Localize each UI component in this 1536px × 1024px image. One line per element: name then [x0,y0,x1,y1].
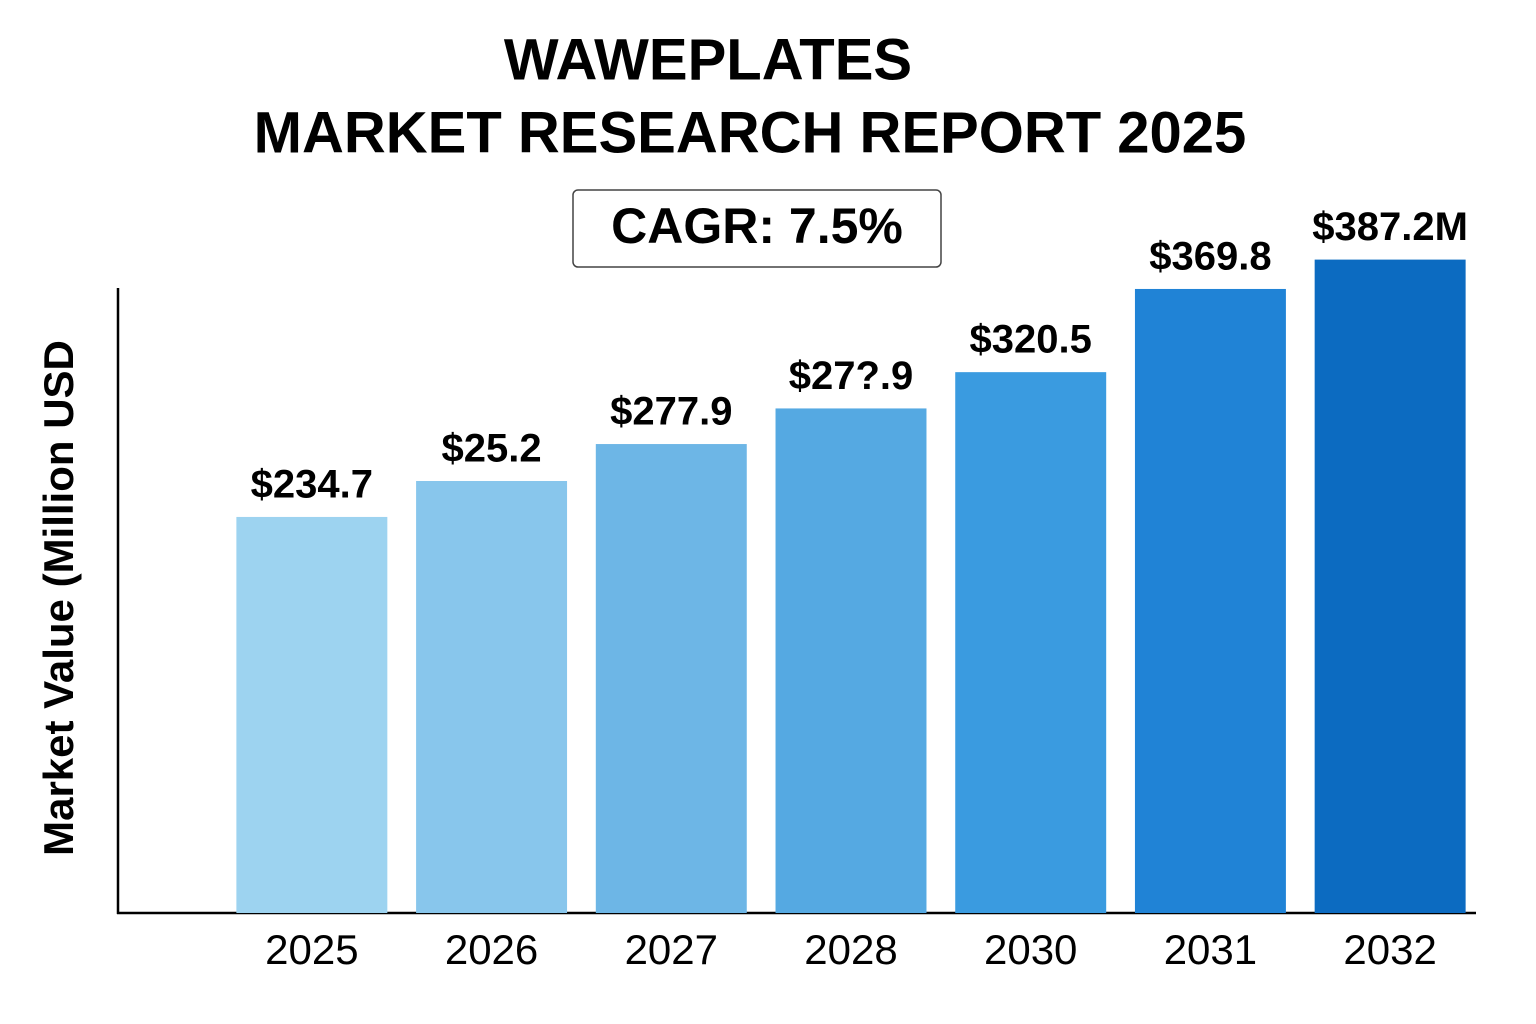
annotation-box [572,189,942,268]
data-label: $387.2M [1312,205,1468,249]
bar [955,372,1107,913]
data-label: $277.9 [610,390,732,434]
x-tick-label: 2031 [1164,926,1257,973]
bar [416,481,568,913]
bar [775,408,927,913]
annotation: CAGR: 7.5% [611,198,903,254]
y-axis-label: Market Value (Million USD [35,340,82,856]
data-label: $320.5 [970,318,1092,362]
data-label: $27?.9 [789,354,914,398]
data-label: $234.7 [251,463,373,507]
chart-title: MARKET RESEARCH REPORT 2025 [254,100,1247,165]
bar [1314,259,1466,914]
bar [1134,288,1286,913]
x-tick-label: 2030 [984,926,1077,973]
x-tick-label: 2025 [265,926,358,973]
x-tick-label: 2026 [445,926,538,973]
data-label: $25.2 [442,427,542,471]
x-tick-label: 2032 [1343,926,1436,973]
bar [595,444,747,913]
bar [236,516,388,913]
x-tick-label: 2028 [804,926,897,973]
data-label: $369.8 [1149,235,1271,279]
x-tick-label: 2027 [625,926,718,973]
chart-title: WAWEPLATES [504,27,912,92]
